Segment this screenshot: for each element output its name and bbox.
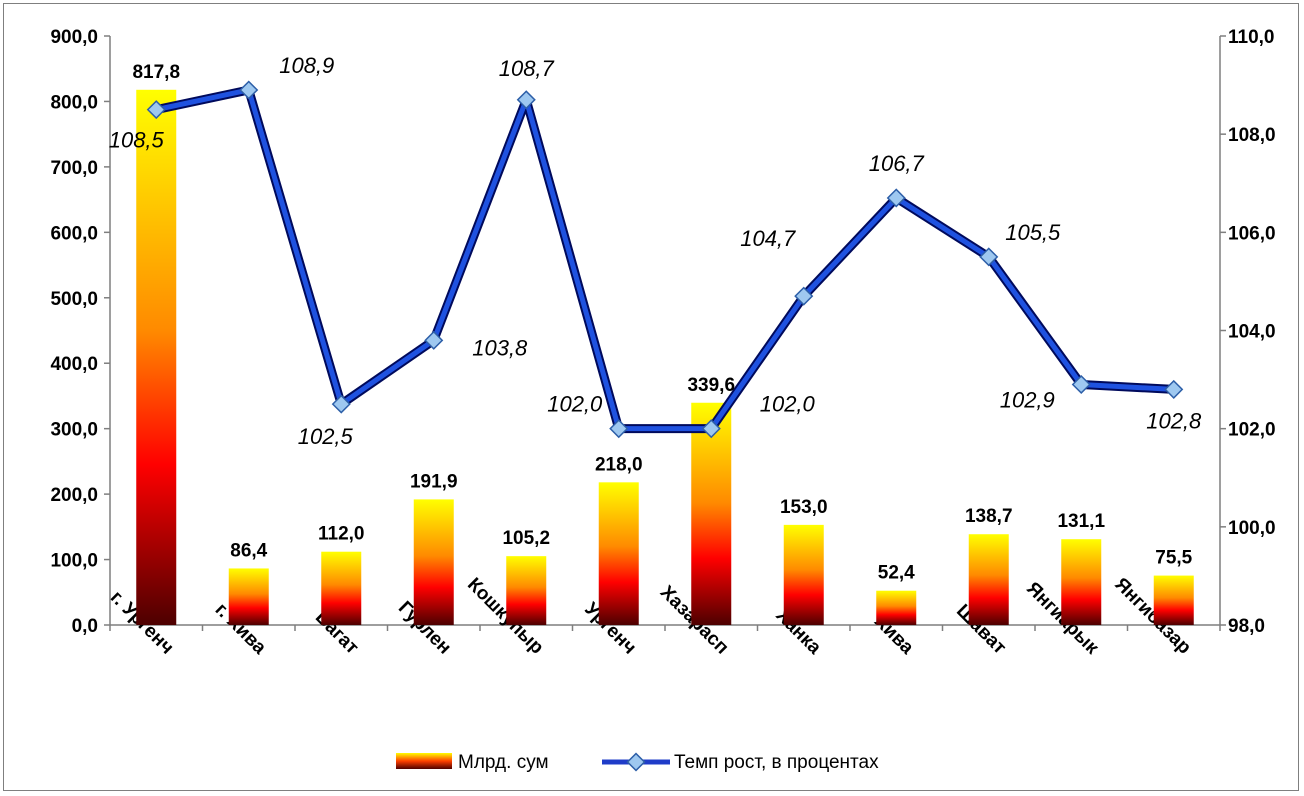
line-series [146,80,1184,439]
line-marker [1164,379,1184,399]
bar [321,551,362,625]
line-path [155,87,1174,432]
data-labels: 817,8 86,4 112,0 191,9 105,2 218,0 339,6 153,0 5… [109,53,1202,584]
line-value-label: 102,5 [298,424,354,449]
bar-value-label: 86,4 [230,540,267,561]
line-marker [1071,374,1091,395]
bar-value-label: 131,1 [1057,511,1105,532]
legend-line-marker [626,752,646,772]
left-tick-label: 100,0 [50,551,98,572]
bar [968,534,1009,625]
line-marker [424,330,444,350]
line-value-label: 108,7 [499,56,555,81]
line-marker [146,100,166,120]
bar [1153,575,1194,625]
bar [506,556,547,625]
line-value-label: 108,9 [279,53,334,78]
bar [691,402,732,625]
bar-value-label: 218,0 [595,454,643,475]
line-marker [701,419,721,439]
left-tick-label: 600,0 [50,223,98,244]
line-value-label: 102,0 [760,392,816,417]
line-outline [155,85,1174,434]
line-marker [886,188,906,208]
bar [1061,539,1102,625]
left-tick-label: 300,0 [50,420,98,441]
line-value-label: 102,0 [547,392,603,417]
bar-value-label: 817,8 [132,62,180,83]
right-tick-label: 108,0 [1228,125,1276,146]
line-marker [516,90,536,110]
bar-value-label: 339,6 [687,375,735,396]
left-tick-label: 200,0 [50,485,98,506]
line-marker [239,80,259,100]
bar [783,524,824,625]
bar-value-label: 52,4 [878,563,915,584]
bar-series [136,89,1194,625]
line-marker [979,247,999,267]
left-tick-label: 400,0 [50,354,98,375]
bar-value-label: 153,0 [780,497,828,518]
legend: Млрд. сум Темп рост, в процентах [396,752,879,773]
right-tick-label: 104,0 [1228,322,1276,343]
right-tick-label: 110,0 [1228,27,1275,48]
left-tick-label: 800,0 [50,92,98,113]
line-value-label: 108,5 [109,128,165,153]
left-tick-label: 900,0 [50,27,98,48]
right-tick-label: 100,0 [1228,518,1276,539]
left-tick-label: 500,0 [50,289,98,310]
line-value-label: 104,7 [740,226,796,251]
right-tick-label: 102,0 [1228,420,1276,441]
left-tick-label: 0,0 [72,616,98,637]
line-value-label: 105,5 [1005,220,1061,245]
bar [136,89,177,625]
bar [598,482,639,625]
bar-value-label: 112,0 [318,524,365,545]
bar [228,568,269,625]
line-marker [331,394,351,414]
bar-value-label: 105,2 [502,528,550,549]
line-value-label: 102,9 [1000,387,1055,412]
bar-value-label: 75,5 [1155,548,1192,569]
line-marker [609,419,629,439]
line-value-label: 106,7 [869,151,925,176]
left-tick-label: 700,0 [50,158,98,179]
right-tick-label: 106,0 [1228,223,1276,244]
line-marker [794,286,814,306]
right-tick-label: 98,0 [1228,616,1265,637]
bar-value-label: 138,7 [965,506,1013,527]
bar-value-label: 191,9 [410,471,458,492]
legend-bar-swatch [396,753,452,769]
line-value-label: 102,8 [1146,408,1202,433]
bar [413,499,454,625]
legend-bar-label: Млрд. сум [458,752,549,773]
legend-line-label: Темп рост, в процентах [674,752,879,773]
line-value-label: 103,8 [472,335,528,360]
chart-frame [3,3,1299,791]
bar [876,590,917,625]
